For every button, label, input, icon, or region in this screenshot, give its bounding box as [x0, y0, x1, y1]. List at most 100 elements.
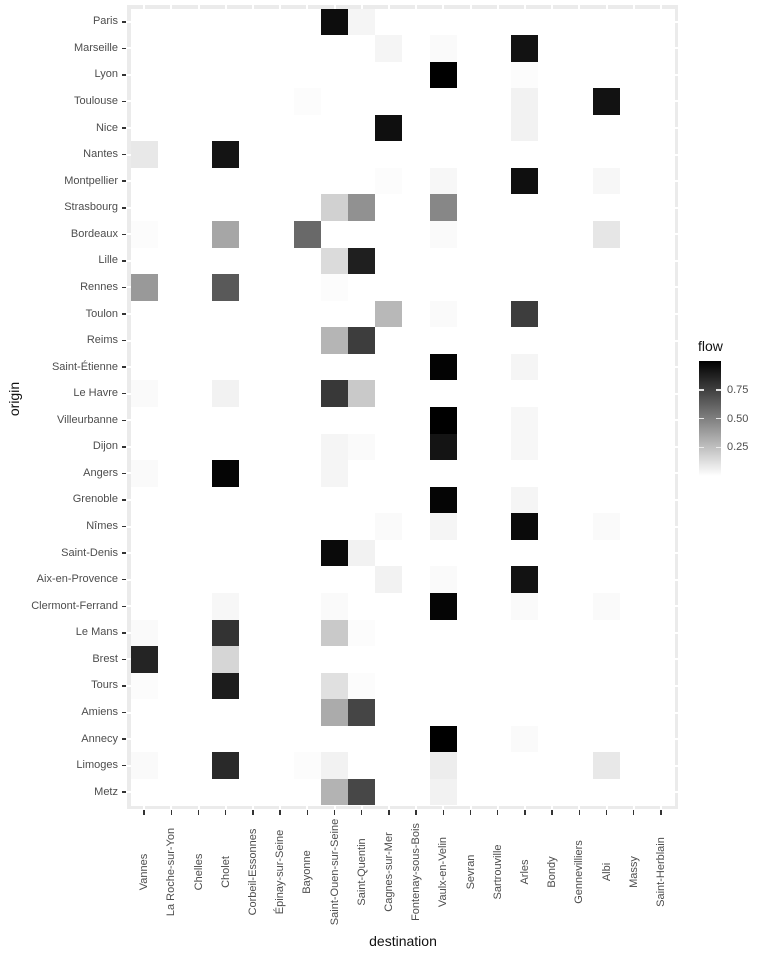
y-tick-mark	[121, 127, 126, 129]
y-tick-mark	[121, 366, 126, 368]
y-tick-mark	[121, 313, 126, 315]
heatmap-cell	[348, 778, 376, 806]
heatmap-cell	[212, 672, 240, 700]
heatmap-cell	[348, 8, 376, 36]
y-tick-mark	[121, 286, 126, 289]
heatmap-cell	[348, 672, 376, 700]
heatmap-cell	[511, 725, 539, 753]
heatmap-cell	[375, 513, 403, 540]
y-tick-label: Lyon	[94, 68, 118, 81]
heatmap-cell	[375, 35, 403, 62]
heatmap-cell	[592, 752, 621, 779]
x-tick-mark	[143, 810, 145, 815]
y-tick-mark	[121, 658, 126, 661]
heatmap-cell	[320, 778, 349, 806]
y-tick-label: Grenoble	[72, 493, 118, 506]
y-tick-mark	[121, 74, 126, 76]
y-tick-label: Aix-en-Provence	[36, 573, 118, 586]
heatmap-cell	[511, 513, 539, 540]
x-tick-mark	[279, 810, 281, 815]
x-tick-label: Bondy	[546, 856, 559, 888]
y-tick-mark	[121, 446, 126, 448]
x-tick-label: Cholet	[219, 856, 232, 888]
x-tick-mark	[333, 810, 336, 815]
x-tick-mark	[197, 810, 200, 815]
legend-tick-mark	[699, 446, 704, 448]
y-tick-mark	[121, 525, 126, 528]
heatmap-cell	[429, 566, 457, 593]
x-axis-title: destination	[369, 933, 437, 949]
legend-tick-mark	[699, 417, 704, 420]
x-tick-mark	[632, 810, 635, 815]
heatmap-cell	[130, 221, 158, 248]
x-tick-label: Fontenay-sous-Bois	[410, 823, 423, 921]
x-tick-label: Saint-Quentin	[355, 838, 368, 906]
y-tick-mark	[121, 711, 126, 714]
heatmap-cell	[130, 460, 158, 487]
heatmap-cell	[429, 407, 457, 434]
heatmap-cell	[320, 274, 349, 301]
x-tick-label: Sartrouville	[491, 844, 504, 900]
legend-tick-mark	[716, 417, 721, 420]
x-tick-mark	[524, 810, 526, 815]
plot-panel	[127, 5, 678, 809]
heatmap-cell	[429, 167, 457, 195]
y-tick-label: Metz	[94, 785, 118, 798]
y-tick-mark	[121, 47, 126, 50]
heatmap-cell	[511, 486, 539, 514]
x-tick-label: Bayonne	[301, 850, 314, 894]
heatmap-cell	[212, 592, 240, 620]
heatmap-cell	[348, 619, 376, 647]
heatmap-cell	[348, 327, 376, 354]
y-tick-mark	[121, 472, 126, 475]
x-tick-mark	[388, 810, 390, 815]
heatmap-cell	[293, 221, 321, 248]
heatmap-cell	[429, 61, 457, 89]
x-tick-label: Épinay-sur-Seine	[274, 829, 287, 915]
y-tick-mark	[121, 153, 126, 156]
legend-tick-label: 0.25	[727, 441, 749, 454]
heatmap-cell	[320, 699, 349, 726]
y-tick-mark	[121, 499, 126, 501]
heatmap-cell	[511, 114, 539, 142]
heatmap-cell	[320, 247, 349, 275]
heatmap-cell	[320, 752, 349, 779]
x-tick-label: Sevran	[464, 854, 477, 890]
heatmap-cell	[130, 752, 158, 779]
y-tick-label: Marseille	[73, 41, 118, 54]
heatmap-cell	[320, 380, 349, 407]
y-tick-label: Montpellier	[64, 174, 118, 187]
y-tick-label: Paris	[92, 15, 118, 28]
heatmap-cell	[130, 619, 158, 647]
heatmap-cell	[348, 539, 376, 567]
heatmap-cell	[511, 433, 539, 461]
y-tick-label: Angers	[83, 466, 118, 479]
y-tick-label: Limoges	[76, 759, 118, 772]
y-tick-mark	[121, 738, 126, 740]
heatmap-cell	[212, 752, 240, 779]
legend-tick-label: 0.75	[727, 383, 749, 396]
heatmap-cell	[320, 8, 349, 36]
heatmap-cell	[511, 88, 539, 115]
heatmap-cell	[212, 274, 240, 301]
heatmap-cell	[429, 513, 457, 540]
heatmap-cell	[320, 194, 349, 222]
y-tick-mark	[121, 419, 126, 422]
heatmap-cell	[375, 300, 403, 328]
heatmap-cell	[212, 460, 240, 487]
heatmap-cell	[130, 380, 158, 407]
x-tick-label: Gennevilliers	[573, 840, 586, 904]
heatmap-cell	[348, 380, 376, 407]
heatmap-cell	[320, 592, 349, 620]
y-tick-label: Tours	[91, 679, 118, 692]
heatmap-cell	[592, 592, 621, 620]
x-tick-mark	[360, 810, 363, 815]
y-tick-mark	[121, 632, 126, 634]
y-tick-label: Nice	[95, 121, 118, 134]
y-tick-label: Strasbourg	[64, 201, 118, 214]
heatmap-cell	[429, 486, 457, 514]
x-tick-label: Chelles	[192, 853, 205, 891]
x-tick-mark	[660, 810, 662, 815]
y-tick-mark	[121, 207, 126, 209]
heatmap-cell	[511, 592, 539, 620]
